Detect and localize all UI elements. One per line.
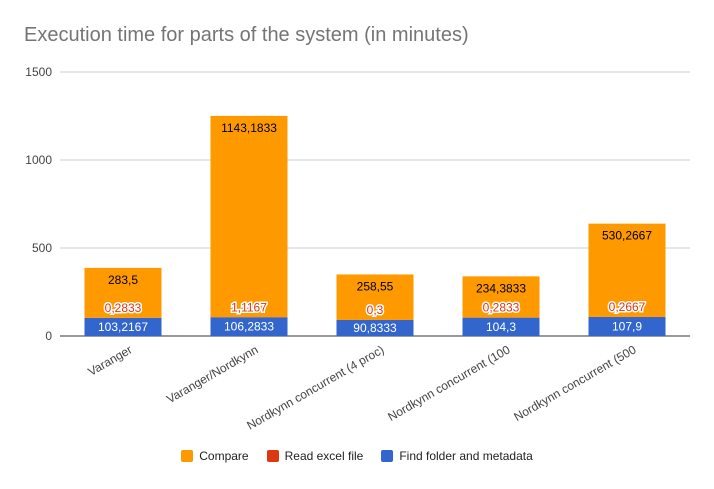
x-tick-label: Nordkynn concurrent (4 proc)	[244, 342, 386, 432]
bar-segment	[84, 317, 162, 336]
chart-plot: 0 500 1000 1500 103,2167 0,2833 283,5 Varanger 1…	[25, 65, 690, 433]
y-tick-label: 1000	[25, 153, 52, 167]
bar-segment	[210, 115, 288, 318]
legend-item: Compare	[181, 449, 249, 463]
legend-label: Read excel file	[284, 449, 364, 463]
data-label: 0,2667	[609, 300, 646, 314]
data-label: 104,3	[486, 320, 516, 334]
data-label: 90,8333	[353, 321, 397, 335]
y-tick-label: 0	[45, 329, 52, 343]
data-label: 1143,1833	[221, 121, 277, 135]
x-tick-label: Varanger	[86, 342, 135, 378]
bar-segment	[588, 317, 666, 336]
data-label: 1,1167	[231, 300, 267, 314]
bar-segment	[84, 267, 162, 318]
bar-segment	[336, 320, 414, 336]
bar-segment	[588, 223, 666, 317]
x-tick-label: Varanger/Nordkynn	[164, 342, 260, 406]
data-label: 234,3833	[476, 281, 526, 295]
x-tick-label: Nordkynn concurrent (500	[511, 342, 638, 424]
bar-segment	[336, 274, 414, 320]
bar-segment	[462, 317, 540, 336]
data-label: 258,55	[357, 279, 394, 293]
data-label: 0,2833	[105, 301, 142, 315]
data-label: 0,2833	[483, 301, 520, 315]
y-tick-label: 500	[32, 241, 52, 255]
legend-label: Compare	[199, 449, 249, 463]
bar-segment	[462, 276, 540, 318]
x-tick-label: Nordkynn concurrent (100	[385, 342, 512, 424]
legend-swatch	[266, 450, 279, 462]
data-label: 106,2833	[224, 320, 274, 334]
data-label: 0,3	[367, 303, 384, 317]
legend-item: Read excel file	[266, 449, 364, 463]
data-label: 283,5	[108, 273, 138, 287]
legend-swatch	[181, 450, 194, 462]
data-label: 103,2167	[98, 320, 148, 334]
bar-segment	[210, 317, 288, 336]
data-label: 107,9	[612, 320, 642, 334]
legend-label: Find folder and metadata	[399, 449, 533, 463]
chart-title: Execution time for parts of the system (…	[24, 24, 469, 46]
data-label: 530,2667	[602, 229, 652, 243]
chart-legend: Compare Read excel file Find folder and me…	[0, 449, 714, 463]
legend-item: Find folder and metadata	[381, 449, 533, 463]
y-tick-label: 1500	[25, 65, 52, 79]
legend-swatch	[381, 450, 394, 462]
